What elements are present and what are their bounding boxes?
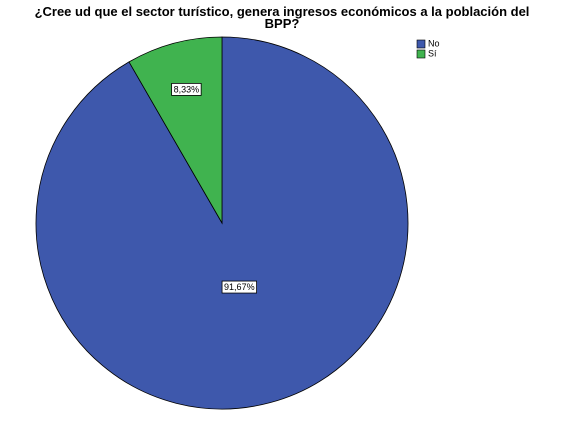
label-box <box>171 83 202 96</box>
label-box <box>221 280 257 294</box>
data-label: 8,33% <box>174 84 200 94</box>
chart-title: ¿Cree ud que el sector turístico, genera… <box>34 4 530 31</box>
data-label: 91,67% <box>224 282 255 292</box>
legend-label: No <box>428 38 440 48</box>
legend-swatch <box>416 39 426 49</box>
legend-swatch <box>416 49 426 59</box>
legend-label: Sí <box>428 48 437 58</box>
